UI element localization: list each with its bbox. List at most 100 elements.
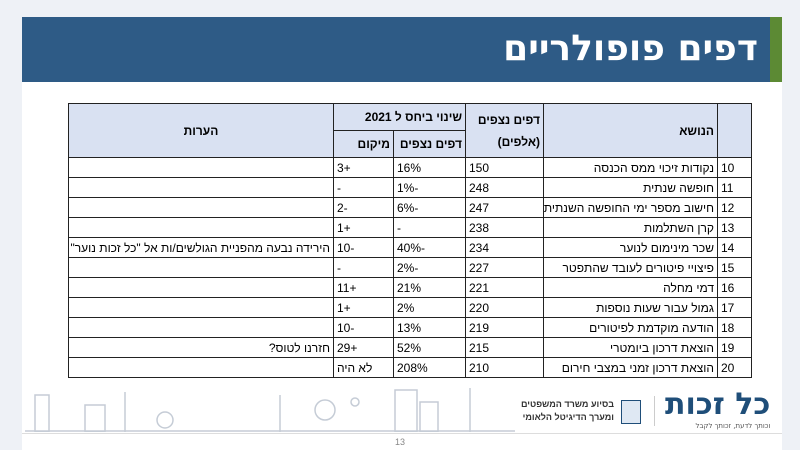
- table-row: 11 חופשה שנתית 248 -1% -: [68, 177, 752, 198]
- cell-topic: הוצאת דרכון זמני במצבי חירום: [543, 357, 718, 378]
- header-pages: דפים נצפים (אלפים): [465, 103, 544, 158]
- divider: [654, 396, 655, 426]
- header-change-rank: מיקום: [332, 130, 395, 158]
- cell-change-pages: -: [393, 217, 466, 238]
- cell-pages: 238: [465, 217, 544, 238]
- cell-change-rank: +29: [332, 337, 395, 358]
- cell-index: 13: [717, 217, 752, 238]
- cell-pages: 150: [465, 157, 544, 178]
- partner-line-1: בסיוע משרד המשפטים: [520, 399, 614, 409]
- page-title: דפים פופולריים: [503, 28, 758, 69]
- cell-index: 11: [717, 177, 752, 198]
- cell-note: [68, 197, 334, 218]
- state-emblem-icon: [621, 400, 641, 424]
- popular-pages-table: הנושא דפים נצפים (אלפים) שינוי ביחס ל 202…: [68, 103, 752, 378]
- cell-pages: 248: [465, 177, 544, 198]
- table-row: 15 פיצויי פיטורים לעובד שהתפטר 227 -2% -: [68, 257, 752, 278]
- table-row: 17 גמול עבור שעות נוספות 220 2% +1: [68, 297, 752, 318]
- cell-change-rank: -10: [332, 317, 395, 338]
- cell-index: 10: [717, 157, 752, 178]
- cell-index: 17: [717, 297, 752, 318]
- cell-change-rank: -10: [332, 237, 395, 258]
- logo-tagline: וכותך לדעת, זכותך לקבל: [695, 422, 771, 430]
- cell-topic: קרן השתלמות: [543, 217, 718, 238]
- table-row: 14 שכר מינימום לנוער 234 -40% -10 הירידה נבעה…: [68, 237, 752, 258]
- cell-note: הירידה נבעה מהפניית הגולשים/ות אל "כל זכ…: [68, 237, 334, 258]
- cell-topic: חופשה שנתית: [543, 177, 718, 198]
- cell-change-pages: -2%: [393, 257, 466, 278]
- table-row: 19 הוצאת דרכון ביומטרי 215 52% +29 חזרנו לטוס…: [68, 337, 752, 358]
- table-row: 20 הוצאת דרכון זמני במצבי חירום 210 208% לא …: [68, 357, 752, 378]
- table-row: 16 דמי מחלה 221 21% +11: [68, 277, 752, 298]
- cell-index: 16: [717, 277, 752, 298]
- header-notes: הערות: [68, 103, 334, 158]
- city-illustration: [25, 388, 515, 432]
- cell-change-pages: 21%: [393, 277, 466, 298]
- header-topic: הנושא: [543, 103, 718, 158]
- cell-topic: דמי מחלה: [543, 277, 718, 298]
- cell-topic: שכר מינימום לנוער: [543, 237, 718, 258]
- cell-pages: 221: [465, 277, 544, 298]
- cell-note: [68, 277, 334, 298]
- cell-topic: נקודות זיכוי ממס הכנסה: [543, 157, 718, 178]
- cell-index: 14: [717, 237, 752, 258]
- cell-change-pages: 52%: [393, 337, 466, 358]
- cell-topic: פיצויי פיטורים לעובד שהתפטר: [543, 257, 718, 278]
- table-row: 13 קרן השתלמות 238- +1: [68, 217, 752, 238]
- logo-text: כל זכות: [665, 387, 771, 422]
- cell-index: 15: [717, 257, 752, 278]
- cell-pages: 215: [465, 337, 544, 358]
- table-row: 18 הודעה מוקדמת לפיטורים 219 13% -10: [68, 317, 752, 338]
- cell-change-pages: -6%: [393, 197, 466, 218]
- cell-pages: 219: [465, 317, 544, 338]
- cell-note: [68, 317, 334, 338]
- footer-divider: [22, 433, 782, 434]
- cell-index: 12: [717, 197, 752, 218]
- cell-index: 18: [717, 317, 752, 338]
- cell-change-pages: 208%: [393, 357, 466, 378]
- cell-note: [68, 177, 334, 198]
- cell-change-rank: -: [332, 177, 395, 198]
- page-number: 13: [395, 437, 406, 447]
- cell-note: [68, 357, 334, 378]
- cell-note: חזרנו לטוס?: [68, 337, 334, 358]
- title-bar: [22, 17, 770, 82]
- partner-line-2: ומערך הדיגיטל הלאומי: [522, 412, 614, 422]
- cell-change-rank: -2: [332, 197, 395, 218]
- cell-topic: הודעה מוקדמת לפיטורים: [543, 317, 718, 338]
- cell-change-pages: 13%: [393, 317, 466, 338]
- kol-zchut-logo: כל זכות וכותך לדעת, זכותך לקבל: [665, 390, 770, 431]
- cell-change-rank: -: [332, 257, 395, 278]
- table-row: 10 נקודות זיכוי ממס הכנסה 150 16% +3: [68, 157, 752, 178]
- header-index: [717, 103, 752, 158]
- table-row: 12 חישוב מספר ימי החופשה השנתית 247 -6% -2: [68, 197, 752, 218]
- cell-topic: הוצאת דרכון ביומטרי: [543, 337, 718, 358]
- cell-change-rank: +3: [332, 157, 395, 178]
- cell-change-rank: +1: [332, 217, 395, 238]
- cell-change-pages: 16%: [393, 157, 466, 178]
- cell-change-rank: +11: [332, 277, 395, 298]
- cell-index: 19: [717, 337, 752, 358]
- cell-pages: 247: [465, 197, 544, 218]
- header-change-group: שינוי ביחס ל 2021: [332, 103, 467, 131]
- cell-change-pages: -40%: [393, 237, 466, 258]
- cell-topic: חישוב מספר ימי החופשה השנתית: [543, 197, 718, 218]
- cell-index: 20: [717, 357, 752, 378]
- cell-change-pages: -1%: [393, 177, 466, 198]
- cell-topic: גמול עבור שעות נוספות: [543, 297, 718, 318]
- cell-note: [68, 157, 334, 178]
- header-change-pages: דפים נצפים: [393, 130, 466, 158]
- cell-change-rank: +1: [332, 297, 395, 318]
- cell-change-pages: 2%: [393, 297, 466, 318]
- cell-pages: 227: [465, 257, 544, 278]
- cell-note: [68, 257, 334, 278]
- cell-note: [68, 297, 334, 318]
- cell-pages: 220: [465, 297, 544, 318]
- cell-change-rank: לא היה: [332, 357, 395, 378]
- header-pages-label: דפים נצפים: [477, 112, 540, 127]
- title-accent: [770, 17, 782, 82]
- header-pages-unit: (אלפים): [497, 134, 540, 149]
- partner-credit: בסיוע משרד המשפטים ומערך הדיגיטל הלאומי: [520, 398, 614, 424]
- cell-pages: 210: [465, 357, 544, 378]
- cell-pages: 234: [465, 237, 544, 258]
